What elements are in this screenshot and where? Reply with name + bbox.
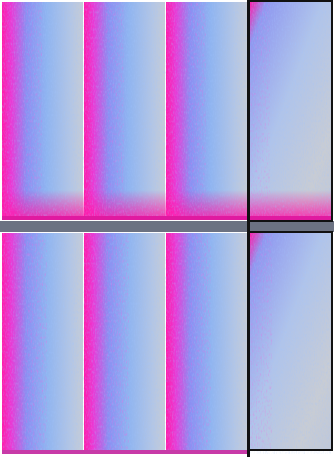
bottom-row (2, 233, 331, 454)
top-row (2, 2, 331, 220)
texture (84, 233, 129, 454)
edge-stripe (2, 450, 247, 454)
texture (250, 233, 272, 449)
texture (166, 2, 206, 220)
texture (166, 233, 211, 454)
texture (2, 2, 42, 220)
texture (84, 2, 124, 220)
edge-stripe (2, 216, 331, 220)
divider (0, 221, 334, 232)
frame (248, 0, 333, 222)
texture (250, 2, 270, 220)
separator (247, 0, 250, 457)
frame (248, 231, 333, 451)
texture (2, 233, 47, 454)
